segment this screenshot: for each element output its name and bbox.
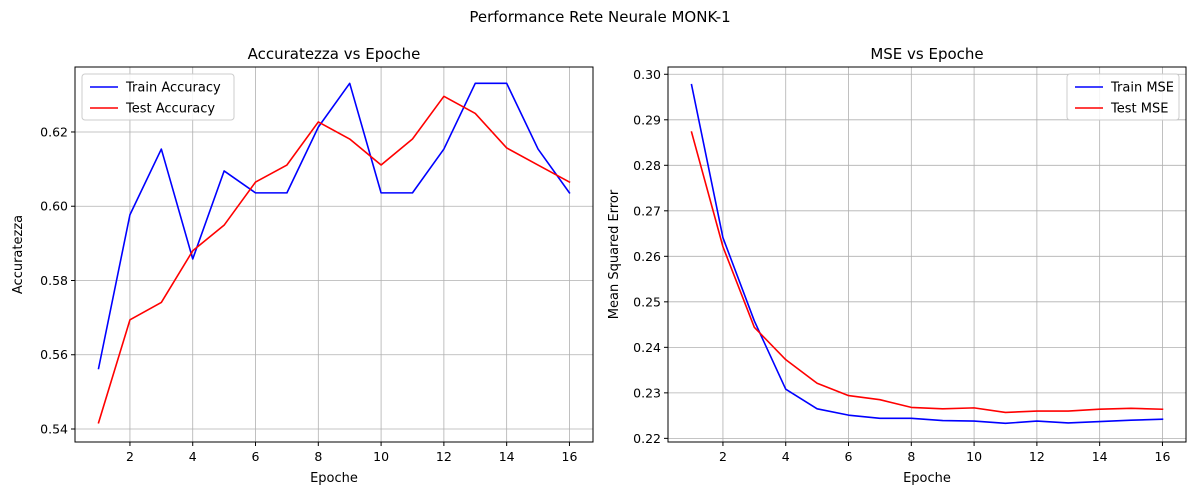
accuracy-grid (75, 67, 593, 442)
accuracy-series-line-train (99, 83, 570, 368)
accuracy-x-axis-label: Epoche (310, 471, 358, 486)
x-tick-label: 4 (782, 449, 790, 464)
x-tick-label: 6 (845, 449, 853, 464)
legend-label-train: Train Accuracy (125, 81, 221, 96)
x-tick-label: 14 (1092, 449, 1108, 464)
y-tick-label: 0.60 (40, 199, 68, 214)
y-tick-label: 0.26 (633, 249, 661, 264)
mse-chart-title: MSE vs Epoche (870, 45, 983, 63)
x-tick-label: 2 (126, 449, 134, 464)
x-tick-label: 8 (907, 449, 915, 464)
x-tick-label: 2 (719, 449, 727, 464)
legend-label-test: Test MSE (1110, 102, 1168, 117)
x-tick-label: 16 (562, 449, 578, 464)
x-tick-label: 10 (373, 449, 389, 464)
accuracy-axes-frame (75, 67, 593, 442)
x-tick-label: 16 (1155, 449, 1171, 464)
y-tick-label: 0.28 (633, 158, 661, 173)
mse-grid (668, 67, 1186, 442)
x-tick-label: 8 (314, 449, 322, 464)
y-tick-label: 0.30 (633, 67, 661, 82)
accuracy-chart-title: Accuratezza vs Epoche (248, 45, 421, 63)
legend-label-test: Test Accuracy (125, 102, 215, 117)
y-tick-label: 0.27 (633, 203, 661, 218)
mse-series-line-train (692, 85, 1163, 424)
x-tick-label: 6 (252, 449, 260, 464)
mse-series-line-test (692, 132, 1163, 412)
accuracy-series-line-test (99, 96, 570, 422)
mse-y-axis-label: Mean Squared Error (607, 189, 622, 319)
accuracy-legend: Train Accuracy Test Accuracy (82, 74, 234, 120)
x-tick-label: 4 (189, 449, 197, 464)
figure-title: Performance Rete Neurale MONK-1 (469, 8, 730, 26)
mse-chart: 2 4 6 8 10 12 14 16 0.22 0.23 0.24 0.25 0.26 0.27 0.28… (607, 45, 1186, 486)
mse-x-axis-label: Epoche (903, 471, 951, 486)
x-tick-label: 10 (966, 449, 982, 464)
x-tick-label: 12 (1029, 449, 1045, 464)
accuracy-chart: 2 4 6 8 10 12 14 16 0.54 0.56 0.58 0.60 0.62 Accurate… (11, 45, 593, 486)
mse-axes-frame (668, 67, 1186, 442)
y-tick-label: 0.25 (633, 294, 661, 309)
accuracy-y-axis-label: Accuratezza (11, 215, 26, 294)
y-tick-label: 0.24 (633, 340, 661, 355)
y-tick-label: 0.22 (633, 431, 661, 446)
y-tick-label: 0.23 (633, 385, 661, 400)
y-tick-label: 0.62 (40, 124, 68, 139)
y-tick-label: 0.58 (40, 273, 68, 288)
legend-label-train: Train MSE (1110, 81, 1174, 96)
x-tick-label: 14 (499, 449, 515, 464)
y-tick-label: 0.54 (40, 422, 68, 437)
y-tick-label: 0.56 (40, 347, 68, 362)
x-tick-label: 12 (436, 449, 452, 464)
mse-legend: Train MSE Test MSE (1067, 74, 1179, 120)
y-tick-label: 0.29 (633, 112, 661, 127)
